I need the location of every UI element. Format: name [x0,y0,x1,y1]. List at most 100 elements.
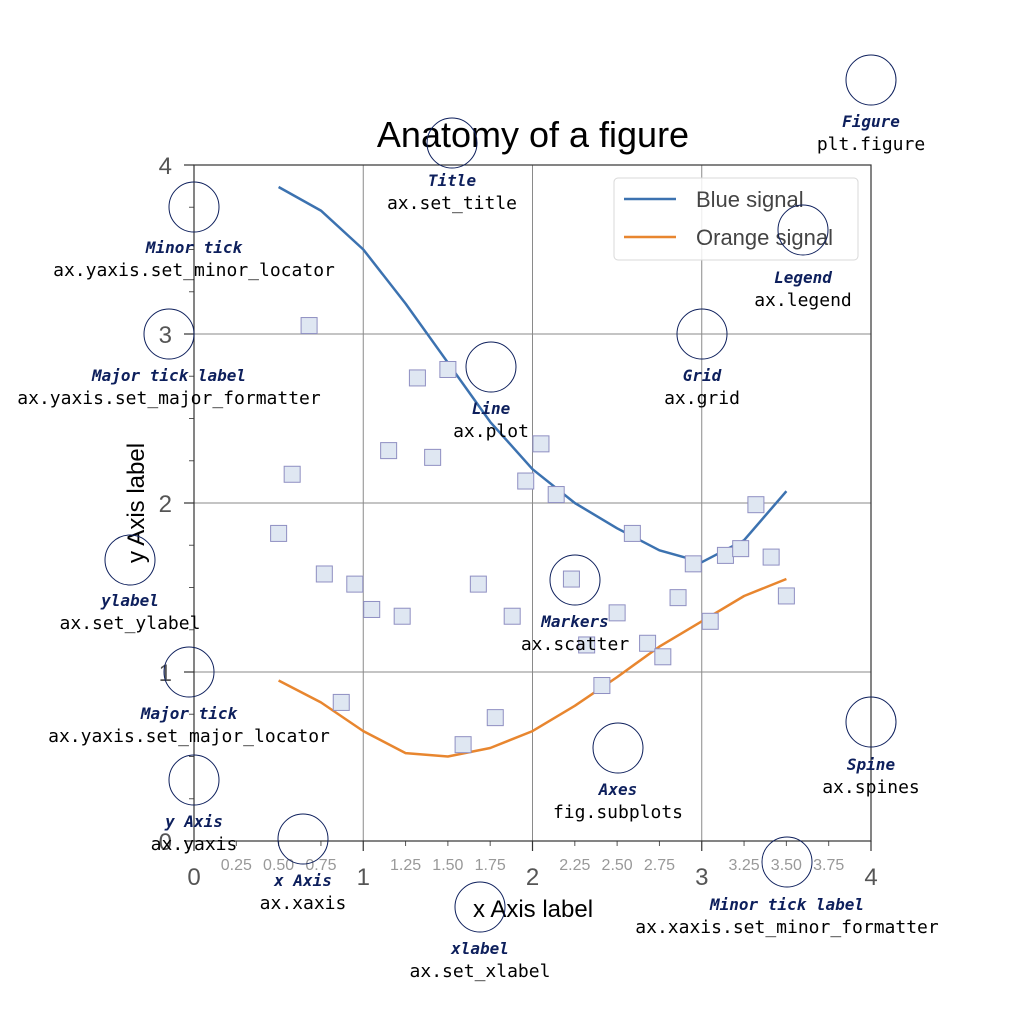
annotation-name: Spine [847,755,896,774]
axes-spines [193,164,872,842]
y-major-tick-label: 4 [159,153,172,180]
annotation-marker-circle [465,341,517,393]
scatter-marker [732,540,750,558]
y-major-tick-label: 2 [159,491,172,518]
annotation-marker-circle [104,534,156,586]
x-minor-tick-label: 0.50 [263,857,294,874]
scatter-marker [669,589,687,607]
scatter-marker [332,693,350,711]
scatter-marker [608,604,626,622]
scatter-marker [562,570,580,588]
annotation-y-axis: y Axis ax.yaxis [151,754,238,855]
scatter-marker [654,648,672,666]
scatter-marker [503,607,521,625]
annotation-ylabel: ylabel ax.set_ylabel [60,534,201,634]
scatter-marker [701,612,719,630]
x-minor-tick-label: 0.25 [221,857,252,874]
annotation-code: ax.set_title [387,193,517,214]
annotation-code: ax.legend [754,290,852,311]
x-major-tick-label: 1 [357,864,370,891]
scatter-marker [777,587,795,605]
annotation-name: y Axis [164,812,223,831]
scatter-marker [315,565,333,583]
annotation-code: ax.spines [822,777,920,798]
annotation-xlabel: xlabel ax.set_xlabel [410,881,551,982]
x-major-tick-label: 4 [864,864,877,891]
annotation-name: Major tick [140,704,239,723]
scatter-marker [747,496,765,514]
annotation-marker-circle [592,722,644,774]
annotation-code: ax.grid [664,388,740,409]
annotation-line: Line ax.plot [453,341,529,442]
annotation-minor-tick: Minor tick ax.yaxis.set_minor_locator [53,181,335,281]
annotation-name: Legend [774,268,832,287]
scatter-marker [270,524,288,542]
x-minor-tick-label: 0.75 [305,857,336,874]
annotation-name: Minor tick label [709,895,864,914]
annotation-code: ax.plot [453,421,529,442]
y-axis-label: y Axis label [123,443,150,563]
y-major-tick-label: 1 [159,660,172,687]
annotation-markers: Markers ax.scatter [521,554,630,655]
scatter-marker [486,709,504,727]
scatter-marker [578,636,596,654]
scatter-marker [363,600,381,618]
annotation-grid: Grid ax.grid [664,308,740,409]
scatter-marker [408,369,426,387]
annotation-code: ax.yaxis [151,834,238,855]
scatter-marker [716,546,734,564]
scatter-marker [517,472,535,490]
annotation-marker-circle [426,117,478,169]
scatter-marker [684,555,702,573]
annotation-code: ax.set_xlabel [410,961,551,982]
x-minor-tick-label: 1.75 [475,857,506,874]
scatter-marker [469,575,487,593]
x-minor-tick-label: 1.25 [390,857,421,874]
annotation-name: ylabel [100,591,159,610]
annotation-marker-circle [163,646,215,698]
x-minor-tick-label: 2.50 [602,857,633,874]
legend-label-blue: Blue signal [696,187,804,212]
annotation-name: Major tick label [91,366,246,385]
annotation-code: ax.set_ylabel [60,613,201,634]
chart-title: Anatomy of a figure [377,114,689,155]
annotation-code: ax.yaxis.set_minor_locator [53,260,335,281]
annotation-marker-circle [277,813,329,865]
annotation-marker-circle [168,754,220,806]
x-minor-tick-label: 3.25 [728,857,759,874]
annotation-code: ax.yaxis.set_major_locator [48,726,330,747]
annotation-spine: Spine ax.spines [822,696,920,798]
annotation-marker-circle [761,836,813,888]
scatter-marker [300,317,318,335]
annotation-marker-circle [777,204,829,256]
series [270,185,795,758]
scatter-marker [424,448,442,466]
scatter-marker [532,435,550,453]
x-minor-tick-label: 2.75 [644,857,675,874]
annotation-major-tick: Major tick ax.yaxis.set_major_locator [48,646,330,747]
scatter-marker [393,607,411,625]
y-major-tick-label: 0 [159,829,172,856]
x-minor-tick-label: 3.75 [813,857,844,874]
annotation-name: Markers [540,612,608,631]
annotation-name: Title [428,171,477,190]
y-major-tick-label: 3 [159,322,172,349]
scatter-marker [283,465,301,483]
annotation-legend: Legend ax.legend [754,204,852,311]
annotation-code: ax.xaxis.set_minor_formatter [635,917,939,938]
x-minor-tick-label: 1.50 [432,857,463,874]
annotation-code: ax.scatter [521,634,630,655]
scatter-marker [454,736,472,754]
legend-label-orange: Orange signal [696,225,833,250]
annotation-name: xlabel [450,939,509,958]
annotation-axes: Axes fig.subplots [553,722,683,823]
annotation-name: Figure [842,112,900,131]
series-line-blue [277,185,788,564]
annotation-name: x Axis [273,871,332,890]
annotation-marker-circle [143,308,195,360]
legend: Blue signal Orange signal [613,177,859,261]
annotation-marker-circle [676,308,728,360]
annotation-title: Title ax.set_title [387,117,517,214]
scatter-marker [346,575,364,593]
